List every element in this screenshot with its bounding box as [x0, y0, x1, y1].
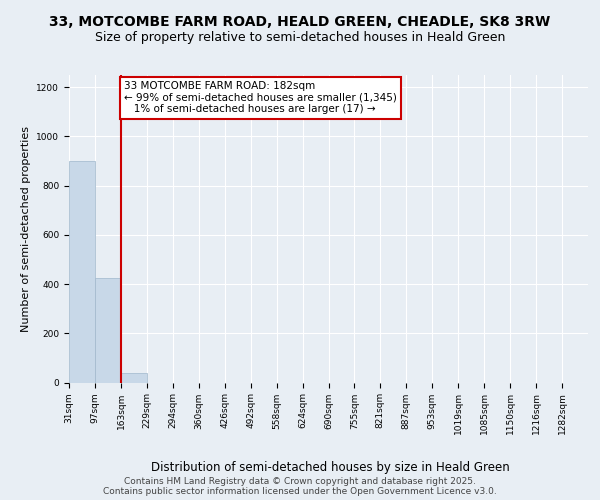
Text: Contains public sector information licensed under the Open Government Licence v3: Contains public sector information licen…	[103, 486, 497, 496]
Bar	[69, 161, 95, 382]
Bar	[95, 278, 121, 382]
Text: Size of property relative to semi-detached houses in Heald Green: Size of property relative to semi-detach…	[95, 31, 505, 44]
Y-axis label: Number of semi-detached properties: Number of semi-detached properties	[21, 126, 31, 332]
Text: 33, MOTCOMBE FARM ROAD, HEALD GREEN, CHEADLE, SK8 3RW: 33, MOTCOMBE FARM ROAD, HEALD GREEN, CHE…	[49, 16, 551, 30]
Bar	[121, 372, 147, 382]
Text: Distribution of semi-detached houses by size in Heald Green: Distribution of semi-detached houses by …	[151, 461, 509, 474]
Text: 33 MOTCOMBE FARM ROAD: 182sqm
← 99% of semi-detached houses are smaller (1,345)
: 33 MOTCOMBE FARM ROAD: 182sqm ← 99% of s…	[124, 81, 397, 114]
Text: Contains HM Land Registry data © Crown copyright and database right 2025.: Contains HM Land Registry data © Crown c…	[124, 476, 476, 486]
